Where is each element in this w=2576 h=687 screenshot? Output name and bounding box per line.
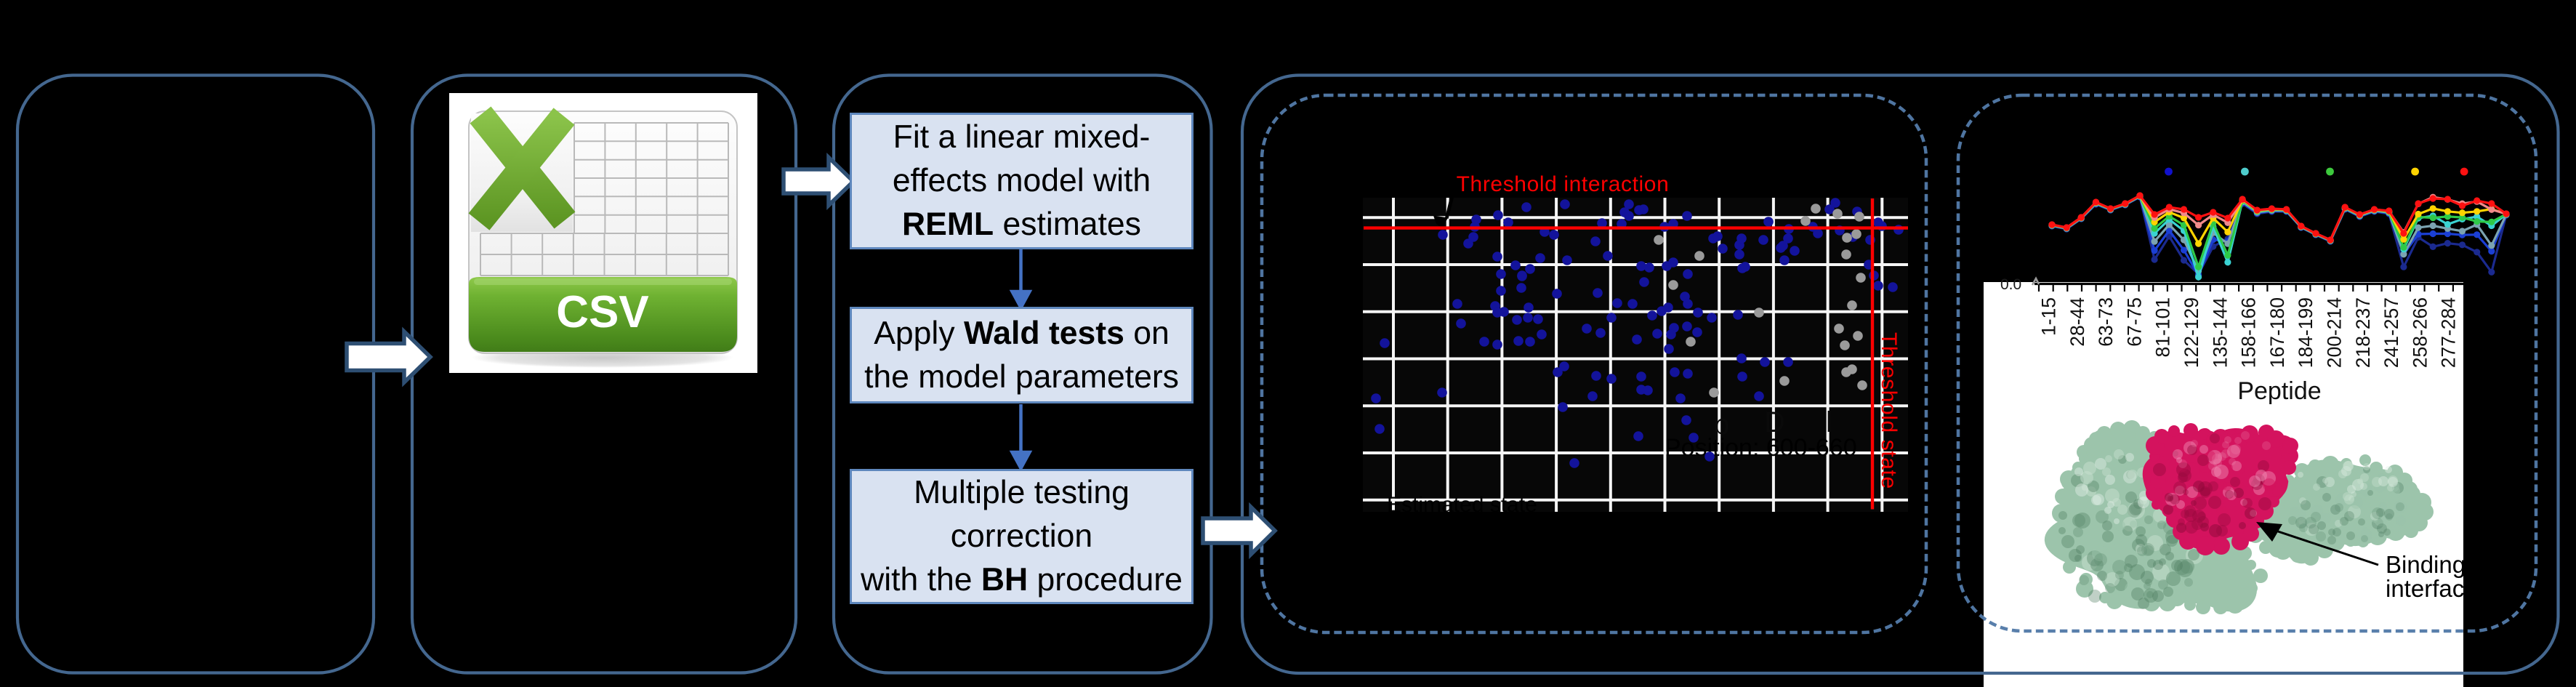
svg-text:Threshold state: Threshold state <box>1877 332 1901 489</box>
svg-text:184-199: 184-199 <box>2295 297 2317 368</box>
svg-text:241-257: 241-257 <box>2380 297 2402 368</box>
svg-text:Binding: Binding <box>2386 551 2466 578</box>
svg-text:interface: interface <box>2386 575 2478 602</box>
svg-text:122-129: 122-129 <box>2181 297 2202 368</box>
svg-text:63-73: 63-73 <box>2095 297 2117 347</box>
svg-text:81-101: 81-101 <box>2152 297 2174 358</box>
svg-text:Estimated state: Estimated state <box>1387 493 1537 517</box>
svg-text:167-180: 167-180 <box>2266 297 2288 368</box>
svg-text:277-284: 277-284 <box>2438 297 2460 368</box>
svg-text:CSV: CSV <box>556 287 648 337</box>
svg-text:200-214: 200-214 <box>2324 297 2346 368</box>
svg-text:p: p <box>1713 409 1729 441</box>
svg-text:258-266: 258-266 <box>2409 297 2431 368</box>
svg-text:135-144: 135-144 <box>2209 297 2231 368</box>
svg-text:28-44: 28-44 <box>2066 297 2088 347</box>
svg-text:l: l <box>1826 406 1832 438</box>
svg-text:D: D <box>1764 406 1785 438</box>
svg-text:1-15: 1-15 <box>2038 297 2060 336</box>
svg-text:218-237: 218-237 <box>2352 297 2374 368</box>
svg-text:Peptide: Peptide <box>2237 377 2321 405</box>
svg-text:67-75: 67-75 <box>2123 297 2145 347</box>
svg-text:0.0: 0.0 <box>2000 276 2021 293</box>
svg-text:158-166: 158-166 <box>2238 297 2260 368</box>
svg-text:Threshold interaction: Threshold interaction <box>1457 172 1670 196</box>
